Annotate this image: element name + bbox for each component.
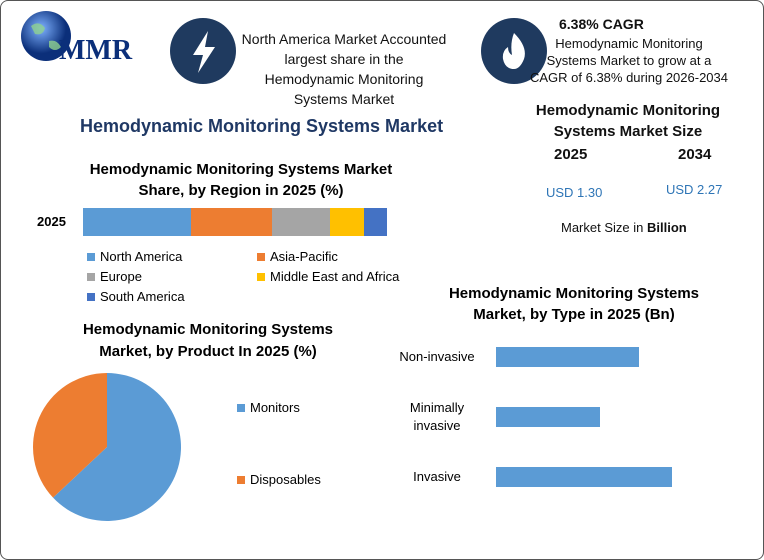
highlight-text: North America Market Accounted largest s…	[241, 31, 447, 107]
bar-segment	[329, 208, 364, 236]
legend-item: Monitors	[237, 400, 300, 415]
flame-icon	[502, 33, 525, 69]
legend-swatch	[87, 292, 95, 301]
legend-swatch	[257, 272, 265, 281]
legend-item: South America	[87, 289, 185, 304]
pie-slice	[33, 373, 107, 498]
chart-title: Hemodynamic Monitoring Systems Market, b…	[448, 285, 700, 323]
chart-title: Hemodynamic Monitoring Systems Market Sh…	[89, 161, 393, 199]
legend-label: South America	[100, 289, 185, 304]
bar	[496, 407, 601, 427]
legend-label: Europe	[100, 269, 142, 284]
bar-segment	[83, 208, 191, 236]
size-note: Market Size in Billion	[561, 220, 687, 235]
legend-swatch	[237, 403, 245, 412]
legend-label: Middle East and Africa	[270, 269, 400, 284]
logo-land	[31, 23, 61, 50]
y-tick-label: Invasive	[413, 469, 461, 484]
legend-item: North America	[87, 249, 182, 264]
bar-segment	[363, 208, 387, 236]
chart-title: Hemodynamic Monitoring Systems Market, b…	[82, 321, 334, 360]
size-title: Hemodynamic Monitoring Systems Market Si…	[535, 102, 721, 140]
year-label: 2025	[554, 146, 588, 163]
note-unit: Billion	[647, 220, 687, 235]
y-tick-label: Non-invasive	[399, 349, 475, 364]
legend-swatch	[87, 272, 95, 281]
legend-label: Asia-Pacific	[270, 249, 338, 264]
bar-segment	[190, 208, 272, 236]
highlight-heading: 6.38% CAGR	[559, 16, 644, 32]
legend-swatch	[237, 475, 245, 484]
y-tick-label: 2025	[37, 214, 66, 229]
legend-item: Middle East and Africa	[257, 269, 399, 284]
legend-item: Europe	[87, 269, 142, 284]
header-graphics	[21, 11, 547, 84]
pie-chart	[33, 373, 182, 521]
legend-label: Monitors	[250, 400, 300, 415]
main-title: Hemodynamic Monitoring Systems Market	[80, 116, 444, 136]
legend-swatch	[87, 252, 95, 261]
size-value: USD 2.27	[666, 182, 723, 197]
note-text: Market Size in	[561, 220, 644, 235]
legend-label: North America	[100, 249, 183, 264]
legend-item: Asia-Pacific	[257, 249, 338, 264]
legend-item: Disposables	[237, 472, 321, 487]
year-label: 2034	[678, 146, 712, 163]
logo-text: MMR	[59, 35, 133, 66]
bar	[496, 467, 672, 487]
y-tick-label: Minimally invasive	[409, 400, 465, 433]
bar-segment	[271, 208, 330, 236]
size-value: USD 1.30	[546, 185, 603, 200]
highlight-text: Hemodynamic Monitoring Systems Market to…	[529, 36, 728, 85]
bar	[496, 347, 640, 367]
legend-label: Disposables	[250, 472, 321, 487]
legend-swatch	[257, 252, 265, 261]
bolt-icon	[193, 31, 215, 73]
pie-slice	[53, 373, 182, 521]
